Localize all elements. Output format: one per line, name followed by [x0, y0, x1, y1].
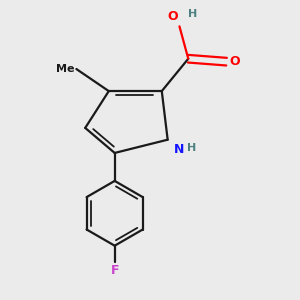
Text: N: N	[174, 142, 184, 156]
Text: H: H	[188, 9, 197, 19]
Text: H: H	[187, 142, 196, 153]
Text: Me: Me	[56, 64, 74, 74]
Text: O: O	[230, 55, 240, 68]
Text: O: O	[167, 11, 178, 23]
Text: F: F	[110, 264, 119, 277]
